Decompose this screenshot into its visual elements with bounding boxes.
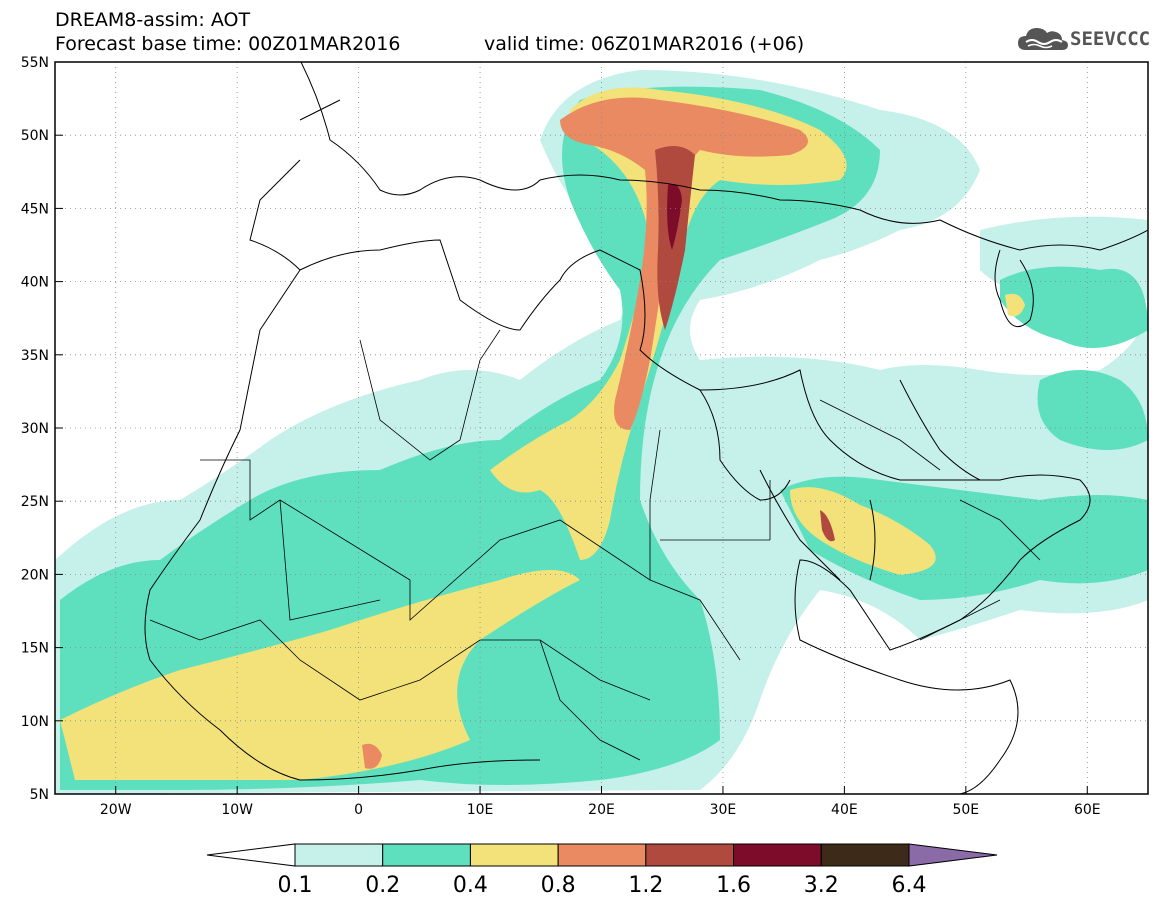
lat-tick-label: 55N — [21, 55, 49, 71]
colorbar-label: 1.2 — [628, 873, 663, 898]
colorbar-low-arrow — [206, 843, 296, 867]
lon-tick-label: 10W — [221, 802, 253, 818]
lat-tick-label: 25N — [21, 494, 49, 510]
colorbar-segment — [469, 843, 559, 867]
lat-tick-label: 50N — [21, 128, 49, 144]
colorbar-label: 0.1 — [278, 873, 313, 898]
lon-tick-label: 20W — [100, 802, 132, 818]
colorbar-segment — [645, 843, 735, 867]
cloud-icon — [1018, 28, 1068, 50]
colorbar-label: 0.8 — [541, 873, 576, 898]
colorbar: 0.1 0.2 0.4 0.8 1.2 1.6 3.2 6.4 — [206, 843, 998, 898]
colorbar-high-arrow — [908, 843, 998, 867]
seevccc-logo: SEEVCCC — [1016, 22, 1156, 56]
lat-tick-label: 10N — [21, 714, 49, 730]
colorbar-label: 6.4 — [892, 873, 927, 898]
lon-tick-label: 30E — [710, 802, 737, 818]
colorbar-label: 1.6 — [716, 873, 751, 898]
colorbar-segment — [557, 843, 647, 867]
lat-tick-label: 5N — [30, 787, 49, 803]
colorbar-label: 0.2 — [365, 873, 400, 898]
axis-ticks: 20W 10W 0 10E 20E 30E 40E 50E 60E 55N 50N 45N 40N 35N… — [21, 55, 1101, 818]
lat-tick-label: 45N — [21, 201, 49, 217]
colorbar-segment — [820, 843, 910, 867]
lon-tick-label: 20E — [588, 802, 615, 818]
colorbar-segment — [294, 843, 384, 867]
aot-band-0.4 — [60, 87, 1025, 780]
lat-tick-label: 20N — [21, 567, 49, 583]
coastlines — [144, 62, 1148, 794]
aot-band-1.6 — [667, 184, 682, 250]
valid-time: valid time: 06Z01MAR2016 (+06) — [484, 33, 805, 55]
lat-tick-label: 35N — [21, 348, 49, 364]
lon-tick-label: 10E — [467, 802, 494, 818]
colorbar-segment — [733, 843, 822, 867]
lat-tick-label: 30N — [21, 421, 49, 437]
lon-tick-label: 0 — [354, 802, 363, 818]
lat-tick-label: 15N — [21, 641, 49, 657]
forecast-base-time: Forecast base time: 00Z01MAR2016 — [55, 33, 401, 55]
colorbar-label: 0.4 — [453, 873, 488, 898]
colorbar-label: 3.2 — [804, 873, 839, 898]
lat-tick-label: 40N — [21, 275, 49, 291]
country-borders — [149, 329, 1041, 761]
colorbar-segment — [382, 843, 471, 867]
logo-text: SEEVCCC — [1070, 28, 1151, 50]
map-title: DREAM8-assim: AOT — [55, 9, 251, 31]
lon-tick-label: 50E — [952, 802, 979, 818]
lon-tick-label: 60E — [1074, 802, 1101, 818]
lon-tick-label: 40E — [831, 802, 858, 818]
